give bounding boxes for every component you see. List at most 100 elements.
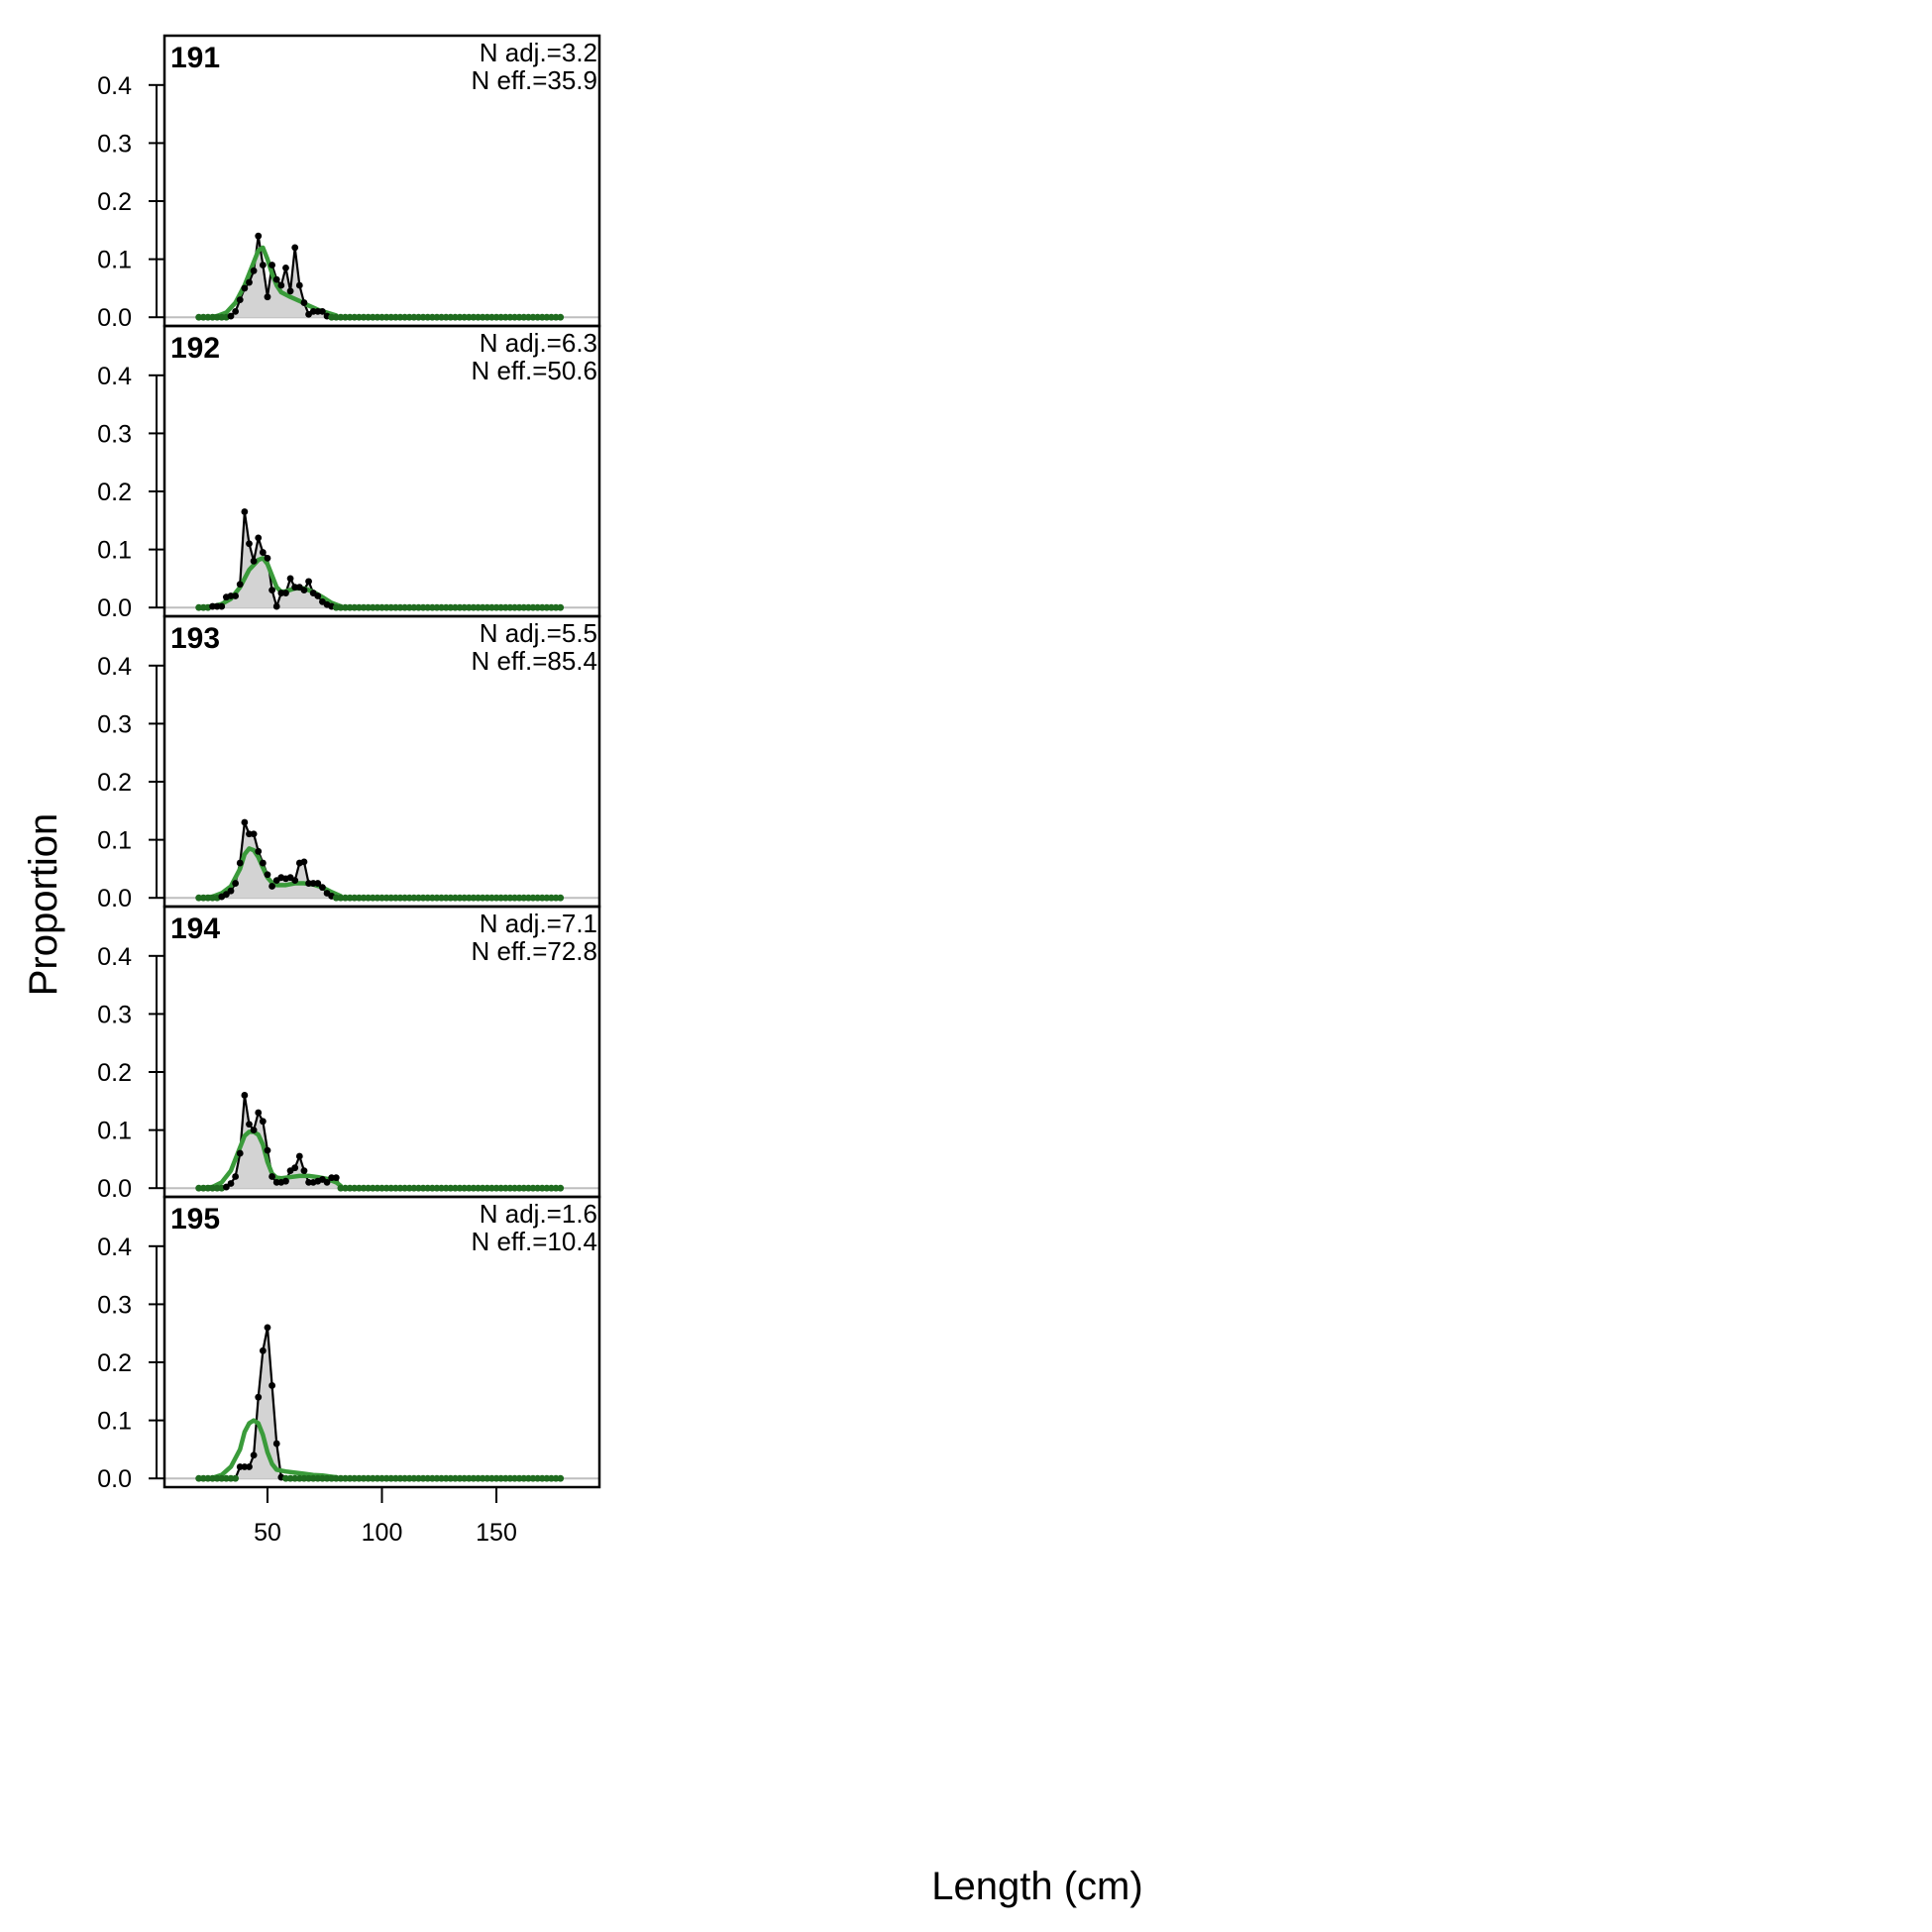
- y-tick-label: 0.4: [97, 363, 132, 390]
- observed-point: [232, 592, 240, 599]
- n-adj-label: N adj.=7.1: [480, 909, 597, 938]
- y-tick-label: 0.0: [97, 1175, 132, 1203]
- observed-point: [286, 575, 294, 583]
- observed-point: [557, 603, 565, 611]
- panel-id-label: 193: [170, 622, 220, 655]
- observed-point: [314, 592, 322, 599]
- observed-point: [241, 1092, 249, 1099]
- observed-point: [236, 581, 244, 589]
- panel-id-label: 192: [170, 332, 220, 365]
- y-tick-label: 0.0: [97, 1465, 132, 1493]
- y-tick-label: 0.4: [97, 943, 132, 971]
- observed-point: [241, 818, 249, 826]
- observed-point: [300, 1167, 308, 1175]
- y-tick-label: 0.0: [97, 885, 132, 912]
- observed-point: [232, 1173, 240, 1180]
- observed-point: [255, 1109, 263, 1117]
- y-tick-label: 0.3: [97, 130, 132, 158]
- observed-point: [246, 1463, 253, 1470]
- observed-point: [255, 232, 263, 240]
- y-tick-label: 0.1: [97, 537, 132, 565]
- n-adj-label: N adj.=6.3: [480, 328, 597, 358]
- y-axis-title: Proportion: [22, 813, 65, 997]
- observed-point: [259, 859, 267, 867]
- observed-point: [232, 307, 240, 315]
- observed-point: [272, 602, 280, 610]
- observed-point: [250, 1451, 258, 1459]
- observed-point: [295, 1152, 303, 1160]
- observed-point: [264, 555, 271, 562]
- n-adj-label: N adj.=1.6: [480, 1199, 597, 1229]
- observed-point: [255, 1393, 263, 1401]
- observed-point: [268, 1173, 275, 1180]
- y-tick-label: 0.3: [97, 1291, 132, 1319]
- observed-point: [264, 1324, 271, 1332]
- observed-area: [198, 236, 561, 318]
- x-tick-label: 100: [362, 1519, 403, 1547]
- x-axis-title: Length (cm): [931, 1865, 1142, 1908]
- observed-point: [264, 871, 271, 879]
- observed-point: [241, 284, 249, 292]
- y-tick-label: 0.1: [97, 247, 132, 274]
- panel-191: 0.0 0.1 0.2 0.3 0.4 191 N adj.=3.2N eff.=35.9: [97, 34, 601, 332]
- observed-point: [250, 557, 258, 565]
- n-eff-label: N eff.=35.9: [472, 65, 597, 95]
- observed-point: [259, 1118, 267, 1126]
- observed-point: [300, 299, 308, 306]
- n-eff-label: N eff.=10.4: [472, 1227, 597, 1256]
- observed-point: [250, 1127, 258, 1134]
- y-tick-label: 0.0: [97, 304, 132, 332]
- y-tick-label: 0.4: [97, 653, 132, 681]
- observed-point: [259, 262, 267, 268]
- observed-point: [314, 880, 322, 887]
- observed-point: [250, 267, 258, 274]
- observed-point: [272, 275, 280, 283]
- observed-point: [255, 847, 263, 855]
- y-tick-label: 0.3: [97, 1001, 132, 1028]
- observed-point: [246, 278, 253, 286]
- observed-point: [319, 884, 326, 892]
- x-axis: 50 100 150: [254, 1487, 517, 1547]
- y-tick-label: 0.4: [97, 1234, 132, 1261]
- observed-point: [236, 296, 244, 304]
- panel-id-label: 194: [170, 912, 220, 945]
- observed-point: [268, 883, 275, 890]
- observed-point: [319, 307, 326, 315]
- n-eff-label: N eff.=85.4: [472, 646, 597, 676]
- expected-line: [196, 245, 339, 320]
- observed-point: [232, 1474, 240, 1482]
- observed-point: [227, 887, 235, 895]
- y-tick-label: 0.2: [97, 1059, 132, 1087]
- observed-point: [264, 1146, 271, 1154]
- observed-point: [218, 602, 226, 610]
- panel-id-label: 191: [170, 42, 220, 74]
- n-adj-label: N adj.=3.2: [480, 38, 597, 67]
- panels: 0.0 0.1 0.2 0.3 0.4 191 N adj.=3.2N eff.=35.9 0…: [97, 34, 601, 1493]
- observed-point: [295, 281, 303, 289]
- n-eff-label: N eff.=50.6: [472, 356, 597, 385]
- observed-point: [232, 880, 240, 887]
- y-tick-label: 0.2: [97, 1349, 132, 1377]
- observed-point: [227, 1180, 235, 1187]
- observed-point: [332, 1174, 340, 1182]
- x-tick-label: 50: [254, 1519, 281, 1547]
- observed-point: [259, 549, 267, 556]
- y-tick-label: 0.4: [97, 72, 132, 100]
- observed-point: [557, 313, 565, 321]
- observed-point: [300, 587, 308, 594]
- observed-point: [282, 1177, 289, 1185]
- panel-195: 0.0 0.1 0.2 0.3 0.4 195 N adj.=1.6N eff.=10.4: [97, 1195, 601, 1493]
- n-adj-label: N adj.=5.5: [480, 618, 597, 648]
- n-eff-label: N eff.=72.8: [472, 936, 597, 966]
- observed-point: [305, 578, 312, 586]
- observed-point: [259, 1346, 267, 1354]
- expected-line: [196, 1129, 344, 1191]
- observed-point: [268, 262, 275, 268]
- y-tick-label: 0.2: [97, 769, 132, 797]
- expected-line: [196, 1418, 339, 1481]
- observed-point: [291, 877, 299, 885]
- observed-point: [300, 858, 308, 866]
- x-tick-label: 150: [476, 1519, 517, 1547]
- observed-point: [557, 1184, 565, 1192]
